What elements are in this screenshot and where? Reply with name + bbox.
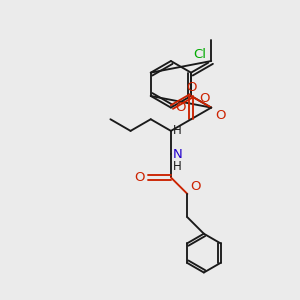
Text: O: O bbox=[215, 109, 225, 122]
Text: O: O bbox=[199, 92, 210, 105]
Text: N: N bbox=[172, 148, 182, 161]
Text: H: H bbox=[173, 124, 182, 137]
Text: H: H bbox=[172, 160, 181, 172]
Text: Cl: Cl bbox=[194, 48, 207, 61]
Text: O: O bbox=[135, 171, 145, 184]
Text: O: O bbox=[190, 180, 200, 193]
Text: O: O bbox=[186, 81, 196, 94]
Text: O: O bbox=[176, 100, 186, 113]
